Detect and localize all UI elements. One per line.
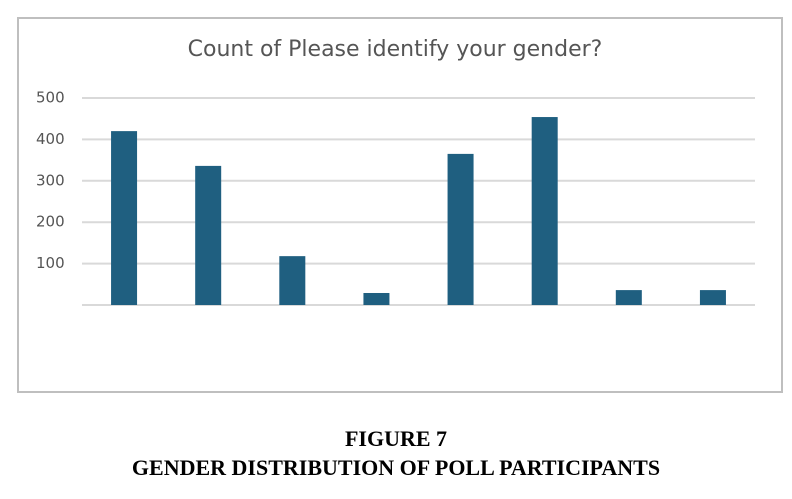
chart-title: Count of Please identify your gender? [188,37,603,62]
figure-number: FIGURE 7 [345,426,447,451]
chart-frame [17,17,783,393]
y-tick-label: 100 [36,254,65,272]
bar [111,131,138,305]
y-tick-label: 500 [36,89,65,107]
y-tick-label: 400 [36,130,65,148]
y-tick-label: 300 [36,171,65,189]
bar [447,153,474,305]
bar [615,290,642,305]
bar [531,117,558,305]
bar [195,165,222,305]
bar [363,292,390,305]
figure-title: GENDER DISTRIBUTION OF POLL PARTICIPANTS [132,455,660,480]
bar [279,256,306,305]
y-tick-label: 200 [36,213,65,231]
bar [699,290,726,305]
